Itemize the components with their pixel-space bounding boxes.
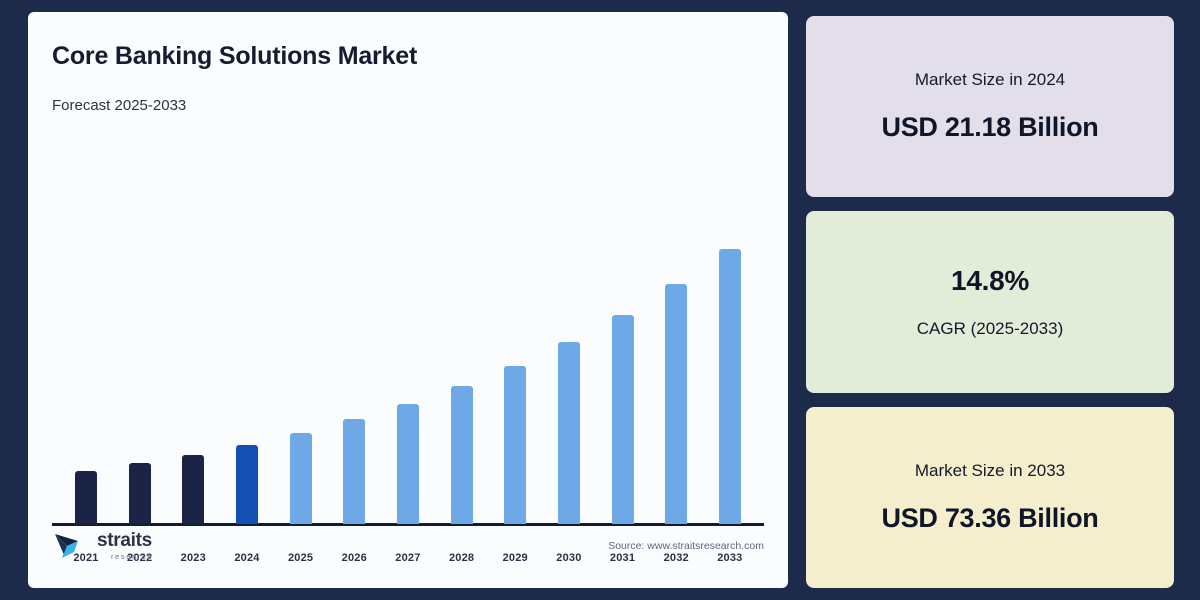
bar-2029 (504, 366, 527, 524)
bar-2026 (343, 419, 366, 524)
x-tick-label: 2033 (717, 552, 743, 564)
x-tick-label: 2031 (609, 552, 636, 564)
stat-card-market-size-2024: Market Size in 2024 USD 21.18 Billion (806, 16, 1174, 198)
bar-2032 (665, 284, 688, 524)
bar-column: 2030 (543, 224, 595, 564)
bar-2025 (289, 433, 312, 524)
bar-column: 2031 (597, 224, 649, 564)
chart-subtitle: Forecast 2025-2033 (52, 97, 187, 114)
bar-column: 2029 (489, 224, 541, 564)
stat-card-cagr: 14.8% CAGR (2025-2033) (806, 211, 1174, 393)
stat-card-market-size-2033: Market Size in 2033 USD 73.36 Billion (806, 406, 1174, 588)
stat-card-label: Market Size in 2024 (914, 70, 1066, 90)
bar-column: 2021 (60, 224, 112, 564)
x-tick-label: 2021 (73, 552, 99, 564)
x-tick-label: 2023 (180, 552, 206, 564)
bar-2033 (718, 249, 741, 524)
x-tick-label: 2025 (287, 552, 314, 564)
stat-cards: Market Size in 2024 USD 21.18 Billion 14.8… (806, 12, 1174, 588)
stat-card-label: Market Size in 2033 (914, 460, 1066, 480)
logo-tagline: research (111, 552, 153, 562)
plot-area: 2021 2022 2023 2024 2025 2026 2027 2028 2029 2030… (52, 120, 764, 576)
bar-column: 2022 (114, 224, 166, 564)
page-title: Core Banking Solutions Market (52, 42, 418, 70)
bar-2031 (611, 315, 634, 524)
bar-2021 (75, 471, 97, 524)
logo-name: straits (97, 530, 152, 552)
stat-card-value: 14.8% (951, 264, 1029, 296)
x-axis-line (52, 523, 764, 526)
bar-column: 2026 (328, 224, 380, 564)
bar-column: 2032 (650, 224, 702, 564)
x-tick-label: 2028 (448, 552, 475, 564)
brand-logo: straits research (52, 527, 153, 565)
bar-2027 (396, 404, 419, 524)
stat-card-value: USD 73.36 Billion (881, 502, 1099, 533)
x-tick-label: 2029 (502, 552, 528, 564)
x-tick-label: 2026 (341, 552, 367, 564)
x-tick-label: 2027 (395, 552, 421, 564)
x-tick-label: 2030 (556, 552, 582, 564)
bar-column: 2023 (167, 224, 219, 564)
bar-series: 2021 2022 2023 2024 2025 2026 2027 2028 2029 2030… (60, 224, 756, 564)
bar-column: 2024 (221, 224, 273, 564)
bar-2030 (557, 342, 580, 524)
bar-2023 (182, 455, 205, 524)
arrow-logo-icon (52, 527, 90, 565)
source-label: Source: www.straitsresearch.com (608, 540, 764, 552)
stat-card-label: CAGR (2025-2033) (916, 318, 1064, 338)
bar-2024 (235, 445, 258, 524)
logo-text: straits research (97, 531, 153, 561)
x-tick-label: 2032 (663, 552, 689, 564)
bar-column: 2027 (382, 224, 434, 564)
chart-footer: straits research Source: www.straitsrese… (52, 518, 764, 574)
bar-column: 2025 (275, 224, 327, 564)
bar-2028 (450, 386, 473, 524)
x-tick-label: 2024 (234, 552, 260, 564)
bar-2022 (128, 463, 151, 524)
chart-panel: Core Banking Solutions Market Forecast 2… (28, 12, 788, 588)
bar-column: 2033 (704, 224, 756, 564)
bar-column: 2028 (436, 224, 488, 564)
x-tick-label: 2022 (127, 552, 153, 564)
stat-card-value: USD 21.18 Billion (881, 112, 1099, 143)
